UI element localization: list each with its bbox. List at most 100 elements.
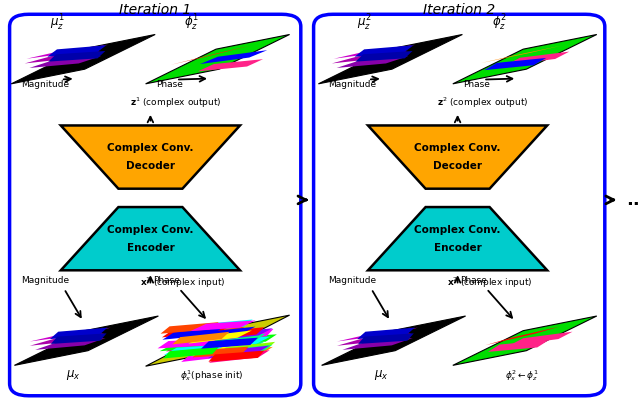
Polygon shape [50,328,108,339]
Polygon shape [509,332,573,346]
Text: Complex Conv.: Complex Conv. [107,143,194,153]
Polygon shape [358,333,414,344]
Text: Iteration 1: Iteration 1 [120,3,191,17]
Text: Complex Conv.: Complex Conv. [107,225,194,235]
Polygon shape [61,126,240,188]
Polygon shape [337,328,419,341]
Polygon shape [209,328,273,341]
Polygon shape [168,337,232,347]
Text: $\mu_x$: $\mu_x$ [67,368,81,382]
Text: Magnitude: Magnitude [328,275,376,285]
Polygon shape [198,59,263,71]
Text: $\phi_z^1$: $\phi_z^1$ [184,13,200,33]
Polygon shape [356,51,412,62]
Polygon shape [47,45,106,57]
Polygon shape [337,56,408,68]
Text: Complex Conv.: Complex Conv. [414,143,501,153]
Text: Phase: Phase [463,80,490,89]
Polygon shape [199,336,257,348]
Text: Decoder: Decoder [126,161,175,171]
Polygon shape [212,347,273,359]
Polygon shape [29,328,111,341]
Text: $\mu_z^1$: $\mu_z^1$ [51,13,65,33]
Polygon shape [166,341,225,351]
Text: Encoder: Encoder [127,243,174,253]
Polygon shape [192,327,255,339]
Polygon shape [27,45,108,59]
Text: $\mathbf{z}^2$ (complex output): $\mathbf{z}^2$ (complex output) [437,96,529,110]
Text: Complex Conv.: Complex Conv. [414,225,501,235]
Text: Magnitude: Magnitude [328,80,376,89]
Polygon shape [506,52,570,65]
Polygon shape [319,35,463,84]
Text: $\mu_z^2$: $\mu_z^2$ [358,13,372,33]
Polygon shape [14,316,158,366]
Polygon shape [180,335,239,348]
Polygon shape [207,327,264,339]
Polygon shape [209,350,264,362]
FancyBboxPatch shape [314,14,605,396]
Polygon shape [207,346,269,358]
Text: ...: ... [626,191,640,209]
Polygon shape [163,347,219,359]
Polygon shape [212,345,273,357]
Polygon shape [12,35,155,84]
Polygon shape [146,315,289,366]
Polygon shape [216,334,277,344]
Polygon shape [209,350,269,363]
Polygon shape [355,45,413,57]
Polygon shape [453,316,596,366]
Polygon shape [188,330,252,344]
Polygon shape [481,46,563,63]
Polygon shape [49,51,105,62]
Text: $\mathbf{x}^1$ (complex input): $\mathbf{x}^1$ (complex input) [140,275,225,290]
Polygon shape [368,207,547,271]
Polygon shape [191,343,256,356]
Text: Magnitude: Magnitude [20,80,69,89]
Text: $\mu_x$: $\mu_x$ [374,368,388,382]
Polygon shape [61,207,240,271]
Polygon shape [181,349,239,362]
Polygon shape [29,56,101,68]
Polygon shape [368,126,547,188]
Polygon shape [205,334,266,346]
Polygon shape [175,336,237,348]
Polygon shape [332,51,408,63]
FancyBboxPatch shape [10,14,301,396]
Polygon shape [337,333,412,346]
Polygon shape [195,319,253,331]
Polygon shape [161,322,219,334]
Polygon shape [25,51,101,63]
Polygon shape [146,35,289,84]
Polygon shape [184,340,246,351]
Polygon shape [193,347,248,357]
Polygon shape [164,345,226,355]
Text: Phase: Phase [156,80,183,89]
Polygon shape [29,333,104,346]
Text: $\phi_z^2$: $\phi_z^2$ [492,13,507,33]
Text: Encoder: Encoder [434,243,481,253]
Polygon shape [200,50,268,64]
Text: Phase: Phase [153,275,180,285]
Polygon shape [484,58,547,70]
Text: $\phi_x^2 \leftarrow \phi_z^1$: $\phi_x^2 \leftarrow \phi_z^1$ [504,368,539,383]
Text: $\mathbf{z}^1$ (complex output): $\mathbf{z}^1$ (complex output) [130,96,222,110]
Polygon shape [342,338,413,350]
Polygon shape [162,325,222,337]
Polygon shape [170,45,252,65]
Polygon shape [218,342,275,355]
Polygon shape [488,340,548,352]
Polygon shape [217,329,273,340]
Polygon shape [201,338,258,349]
Text: $\mathbf{x}^2$ (complex input): $\mathbf{x}^2$ (complex input) [447,275,532,290]
Polygon shape [157,338,218,348]
Text: Magnitude: Magnitude [20,275,69,285]
Text: Iteration 2: Iteration 2 [424,3,495,17]
Polygon shape [204,341,264,353]
Text: $\phi_x^1$(phase init): $\phi_x^1$(phase init) [179,368,243,383]
Polygon shape [186,327,245,340]
Text: Phase: Phase [460,275,487,285]
Polygon shape [159,340,223,351]
Polygon shape [172,334,235,347]
Polygon shape [321,316,466,366]
